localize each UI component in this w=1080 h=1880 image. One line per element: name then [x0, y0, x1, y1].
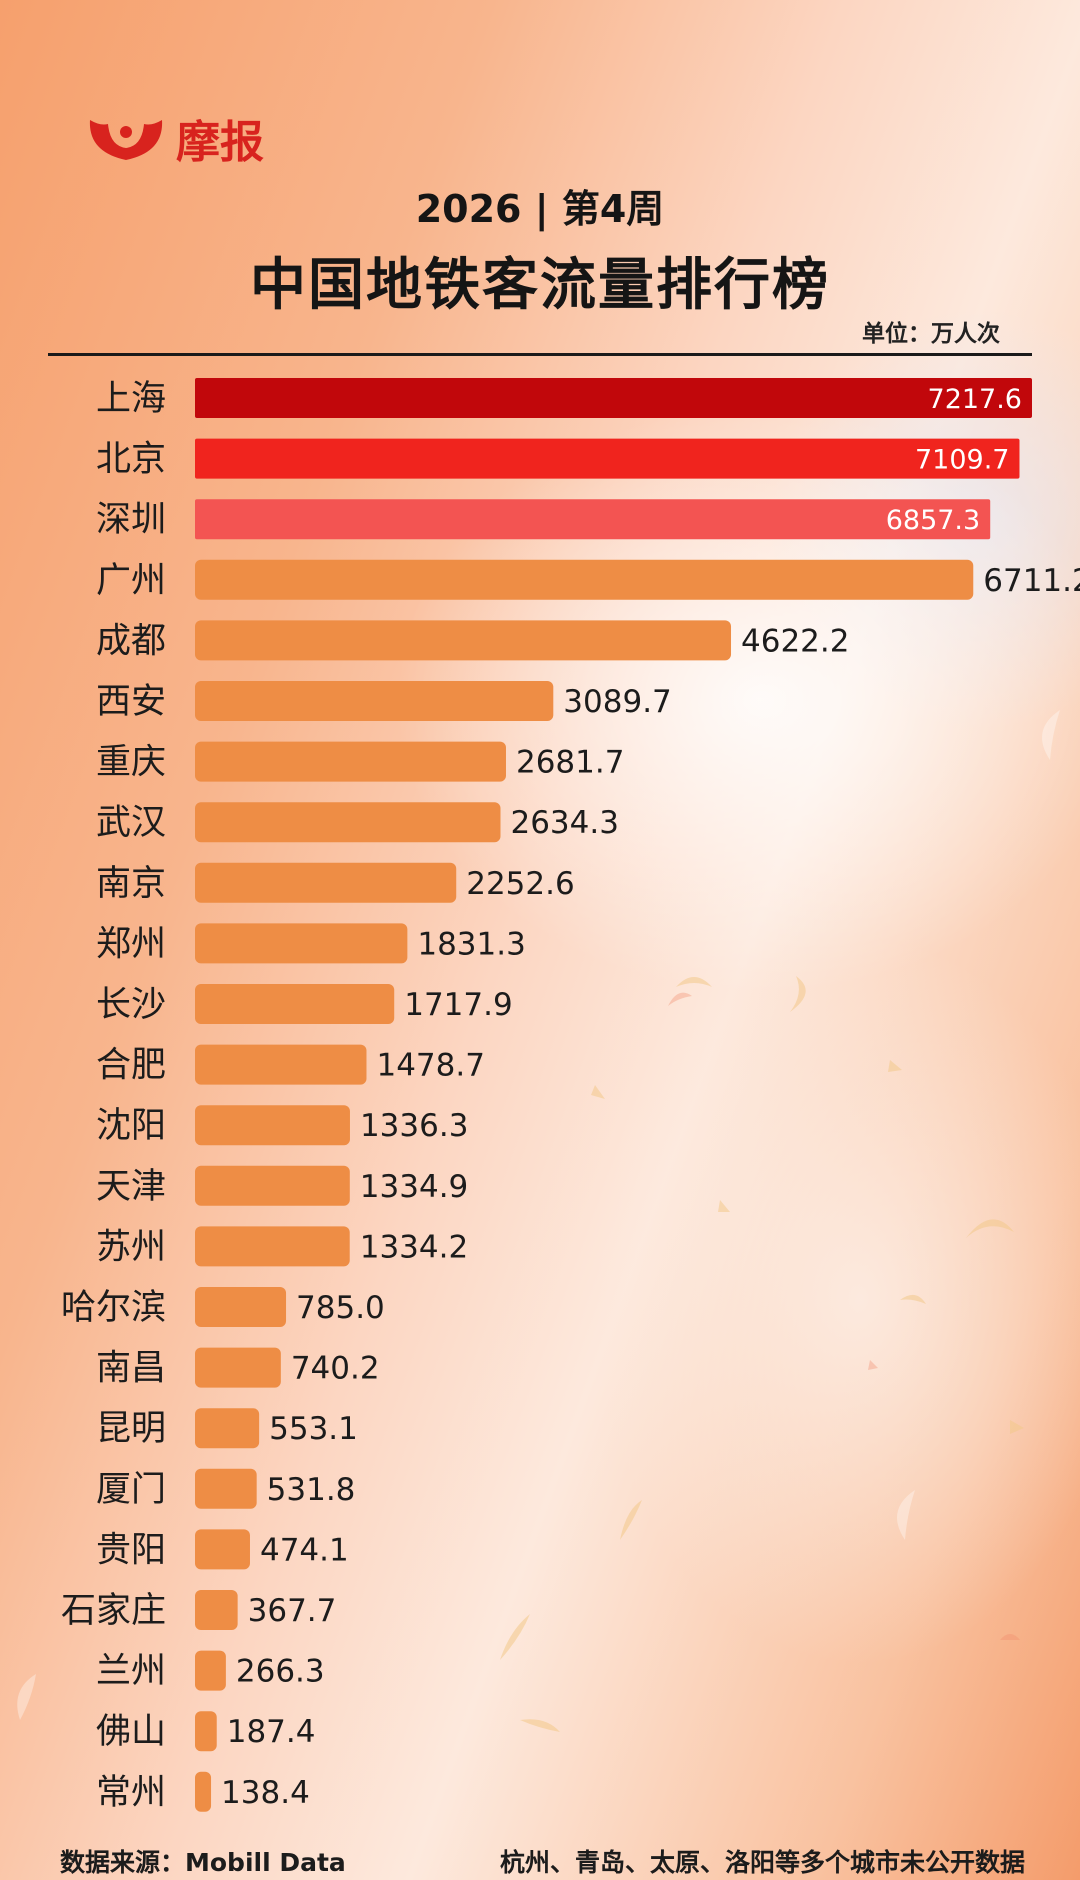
- bar: [195, 923, 408, 964]
- value-label: 6711.2: [983, 563, 1080, 599]
- city-label: 苏州: [96, 1227, 166, 1267]
- value-label: 7217.6: [928, 384, 1022, 415]
- value-label: 1478.7: [376, 1048, 484, 1084]
- city-label: 厦门: [96, 1470, 166, 1510]
- city-label: 佛山: [96, 1712, 166, 1752]
- city-label: 北京: [96, 440, 166, 480]
- value-label: 2681.7: [516, 745, 624, 781]
- city-label: 上海: [96, 379, 166, 419]
- city-label: 成都: [96, 621, 166, 661]
- bar: [195, 1408, 260, 1449]
- bar: [195, 1044, 367, 1085]
- value-label: 187.4: [227, 1714, 316, 1750]
- city-label: 天津: [96, 1167, 166, 1207]
- bar: [195, 984, 395, 1024]
- value-label: 553.1: [269, 1411, 358, 1447]
- bar: [195, 378, 1032, 418]
- bar: [195, 1529, 250, 1570]
- footnote: 杭州、青岛、太原、洛阳等多个城市未公开数据: [499, 1848, 1025, 1877]
- brand-name: 摩报: [176, 117, 264, 168]
- bar: [195, 1226, 350, 1267]
- value-label: 7109.7: [915, 445, 1009, 476]
- city-label: 石家庄: [61, 1591, 166, 1631]
- ranking-bar-chart: 上海 7217.6 北京 7109.7 深圳 6857.3 广州 6711.2 成都 4622.2…: [61, 378, 1080, 1813]
- moon-smile-logo-icon: [89, 120, 163, 160]
- value-label: 6857.3: [886, 505, 980, 536]
- bar: [195, 862, 457, 903]
- unit-label: 单位：万人次: [862, 321, 1000, 347]
- city-label: 常州: [96, 1773, 166, 1813]
- city-label: 郑州: [96, 924, 166, 964]
- page-title: 中国地铁客流量排行榜: [250, 253, 830, 318]
- week-label: 2026 | 第4周: [415, 187, 665, 231]
- city-label: 沈阳: [96, 1106, 166, 1146]
- city-label: 哈尔滨: [61, 1288, 166, 1328]
- city-label: 长沙: [96, 985, 166, 1025]
- bar: [195, 1590, 238, 1630]
- value-label: 531.8: [267, 1472, 356, 1508]
- bar: [195, 1165, 350, 1206]
- bar: [195, 1771, 212, 1812]
- value-label: 4622.2: [741, 623, 849, 659]
- bar: [195, 802, 501, 843]
- value-label: 2252.6: [466, 866, 574, 902]
- city-label: 贵阳: [96, 1530, 166, 1570]
- value-label: 1334.2: [360, 1229, 468, 1265]
- data-source: 数据来源：Mobill Data: [60, 1848, 346, 1877]
- city-label: 深圳: [96, 500, 166, 540]
- value-label: 1334.9: [360, 1169, 468, 1205]
- header-divider: [48, 353, 1032, 356]
- bar: [195, 438, 1020, 479]
- value-label: 1336.3: [360, 1108, 468, 1144]
- city-label: 武汉: [96, 803, 166, 843]
- bar: [195, 559, 974, 600]
- bar: [195, 681, 554, 721]
- value-label: 740.2: [291, 1351, 380, 1387]
- value-label: 474.1: [260, 1532, 349, 1568]
- city-label: 广州: [96, 561, 166, 601]
- city-label: 南昌: [96, 1349, 166, 1389]
- bar: [195, 1711, 217, 1752]
- brand-logo: 摩报: [84, 106, 264, 170]
- bar: [195, 499, 991, 540]
- city-label: 西安: [96, 682, 166, 722]
- city-label: 昆明: [96, 1409, 166, 1449]
- city-label: 重庆: [96, 743, 166, 783]
- bar: [195, 1105, 350, 1146]
- bar: [195, 741, 506, 782]
- bar: [195, 1468, 257, 1509]
- bar: [195, 1650, 226, 1691]
- value-label: 1831.3: [417, 926, 525, 962]
- city-label: 兰州: [96, 1652, 166, 1692]
- value-label: 266.3: [236, 1654, 325, 1690]
- value-label: 785.0: [296, 1290, 385, 1326]
- value-label: 3089.7: [563, 684, 671, 720]
- city-label: 合肥: [96, 1046, 166, 1086]
- value-label: 1717.9: [404, 987, 512, 1023]
- bar: [195, 1347, 281, 1388]
- value-label: 2634.3: [510, 805, 618, 841]
- value-label: 367.7: [248, 1593, 337, 1629]
- city-label: 南京: [96, 864, 166, 904]
- bar: [195, 1287, 287, 1327]
- value-label: 138.4: [221, 1775, 310, 1811]
- bar: [195, 620, 732, 661]
